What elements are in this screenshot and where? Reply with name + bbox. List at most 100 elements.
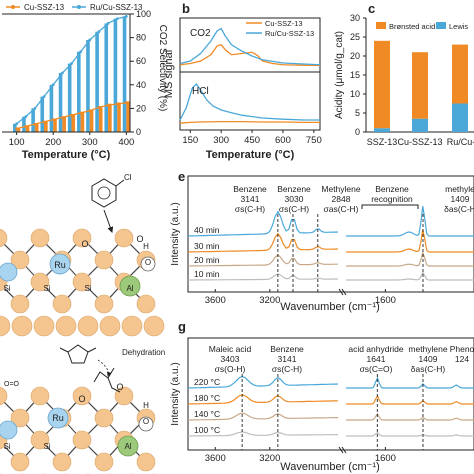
panel-a-xtick-label: 400: [118, 137, 134, 148]
spectrum-line: [187, 394, 339, 405]
peak-annotation: δas(C-H: [444, 204, 474, 214]
panel-e-frame: [187, 175, 474, 293]
framework-atom: [30, 430, 50, 450]
spectra-xtick-label: 1600: [375, 453, 396, 464]
panel-b-lines: [179, 27, 321, 124]
panel-a-ytick-label: 0: [136, 127, 141, 137]
legend-marker-ru: [77, 5, 81, 9]
framework-atom: [94, 250, 114, 270]
panel-a-point: [33, 122, 37, 126]
framework-atom: [10, 294, 30, 314]
panel-a-bar: [80, 111, 85, 132]
panel-c-legend-swatch-bronsted: [376, 22, 386, 29]
panel-g-letter: g: [178, 319, 186, 334]
panel-a-bar: [40, 96, 45, 132]
spectrum-label: 20 min: [194, 255, 220, 265]
panel-b-series-line: [179, 44, 321, 67]
spectra-xtick-label: 3600: [205, 453, 226, 464]
panel-b-xtick-label: 750: [306, 135, 322, 146]
panel-c-bar: [412, 52, 428, 119]
panel-a-bar: [98, 106, 103, 132]
panel-a-point: [115, 17, 119, 21]
framework-atom: [99, 315, 121, 337]
panel-a-bar: [108, 103, 112, 132]
panel-a-point: [97, 30, 101, 34]
ru-atom: [47, 407, 69, 429]
framework-atom: [11, 315, 33, 337]
chlorobenzene-inner: [97, 186, 111, 200]
panel-a-bar: [16, 128, 21, 132]
spectrum-line: [188, 412, 338, 421]
peak-annotation: 1641: [367, 354, 386, 364]
panel-a-bar: [86, 39, 90, 132]
panel-c-ylabel: Acidity (μmol/g_cat): [334, 31, 345, 119]
framework-atom: [94, 408, 114, 428]
panel-a-ytick-label: 100: [136, 9, 151, 19]
panel-c-legend-swatch-lewis: [436, 22, 446, 29]
panel-a-ylabel-right: CO2 Selectivity (%): [157, 25, 168, 112]
panel-a-point: [70, 113, 73, 117]
maleic-anhydride-ring: [67, 344, 89, 364]
sb-si-label-1: Si: [3, 442, 10, 451]
peak-annotation: Methylene: [321, 184, 360, 194]
framework-atom: [114, 228, 134, 248]
spectrum-line: [346, 229, 474, 253]
spectrum-line: [346, 412, 474, 421]
framework-atom: [72, 430, 92, 450]
framework-atom: [30, 272, 50, 292]
dehydration-label: Dehydration: [122, 348, 165, 357]
peak-annotation: methylene: [408, 344, 447, 354]
axis-break: [341, 288, 347, 296]
panel-c-ytick-label: 5: [355, 108, 360, 118]
framework-atom: [33, 315, 55, 337]
peak-annotation: 3141: [278, 354, 297, 364]
schematic-bottom: Dehydration O=O O Ru O Si Si Al O H: [0, 344, 165, 474]
panel-c-bar: [412, 118, 428, 132]
panel-a-point: [24, 124, 28, 128]
panel-c-legend-lewis: Lewis: [449, 22, 468, 31]
panel-a-point: [106, 22, 110, 25]
ru-atom-edge: [0, 420, 18, 440]
panel-a-point: [79, 111, 83, 115]
peak-annotation: 3403: [221, 354, 240, 364]
panel-a-xtick-label: 200: [45, 137, 61, 148]
panel-c-bar: [374, 128, 390, 132]
spectrum-label: 40 min: [194, 225, 220, 235]
st-si-label-3: Si: [84, 284, 91, 293]
spectrum-line: [187, 375, 339, 389]
framework-atom: [72, 272, 92, 292]
panel-a-bar: [44, 121, 48, 132]
sb-ru-label: Ru: [52, 413, 64, 423]
peak-annotation: Benzene: [277, 184, 311, 194]
framework-atom: [72, 386, 92, 406]
panel-a-bars: [13, 16, 130, 133]
panel-c-ytick-label: 25: [350, 32, 360, 42]
spectrum-line: [188, 254, 338, 267]
panel-a-bar: [104, 23, 109, 132]
st-o-label-2: O: [136, 234, 143, 244]
panel-e-xlabel: Wavenumber (cm⁻¹): [280, 301, 380, 313]
ru-atom-edge: [0, 262, 18, 282]
st-si-label-2: Si: [43, 284, 50, 293]
panel-b-series-line: [179, 82, 320, 121]
axis-break: [341, 446, 347, 454]
axis-break: [338, 446, 344, 454]
peak-annotation: 3030: [285, 194, 304, 204]
panel-g-frame: [187, 337, 474, 451]
panel-a-point: [88, 38, 92, 42]
panel-a-point: [79, 50, 83, 54]
framework-atom: [136, 294, 156, 314]
panel-a-bar: [22, 116, 26, 132]
spectrum-line: [346, 250, 474, 267]
panel-a-bar: [95, 31, 99, 133]
sb-o-label-1: O: [78, 394, 85, 404]
framework-atom: [10, 452, 30, 472]
panel-c-bar: [452, 44, 468, 104]
st-h-label: H: [143, 242, 149, 251]
spectra-xtick-label: 3200: [259, 295, 280, 306]
st-ru-label: Ru: [54, 260, 66, 270]
panel-g-ylabel: Intensity (a.u.): [170, 362, 181, 425]
panel-c-xtick-label: Cu-SSZ-13: [397, 137, 442, 147]
